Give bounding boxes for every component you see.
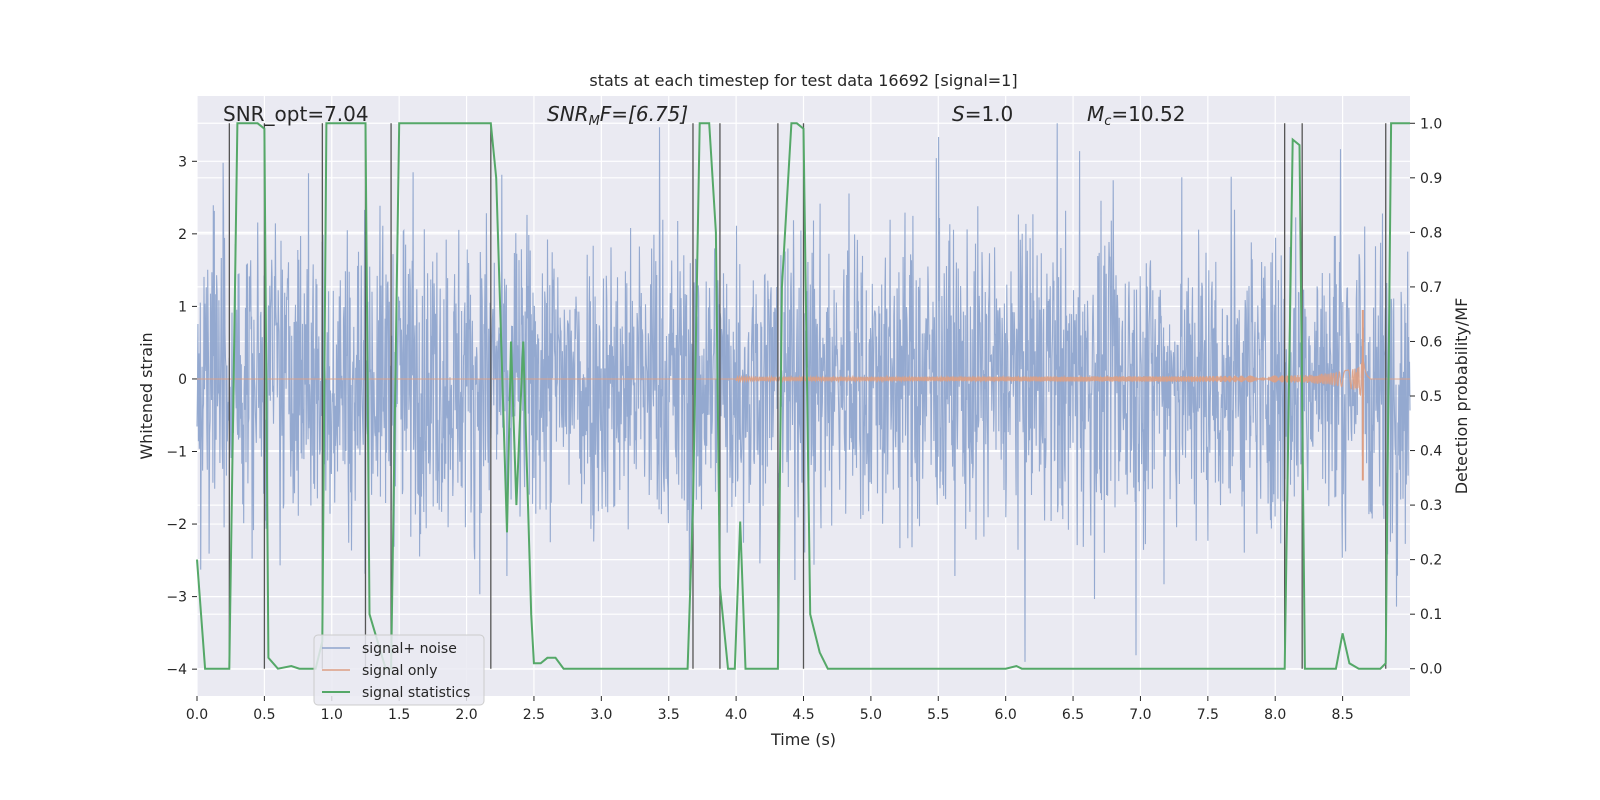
y-left-tick-label: −1	[166, 445, 187, 461]
x-axis-label: Time (s)	[770, 730, 836, 749]
y-right-tick-label: 0.2	[1420, 553, 1442, 569]
y-left-tick-label: −2	[166, 517, 187, 533]
y-right-tick-label: 0.3	[1420, 498, 1442, 514]
annotation-s: S=1.0	[952, 102, 1013, 126]
annotation-mc: Mc=10.52	[1087, 102, 1185, 129]
legend-label-noise: signal+ noise	[362, 641, 457, 657]
y-right-tick-label: 0.1	[1420, 607, 1442, 623]
y-right-tick-label: 0.8	[1420, 225, 1442, 241]
x-tick-label: 3.0	[590, 707, 612, 723]
chart-title: stats at each timestep for test data 166…	[589, 71, 1017, 90]
y-left-tick-label: 2	[178, 227, 187, 243]
y-left-tick-label: −3	[166, 590, 187, 606]
x-tick-label: 5.5	[927, 707, 949, 723]
axis-ticks: 0.0 0.5 1.0 1.5 2.0 2.5 3.0 3.5 4.0 4.5 5.0 5.5 6.0 6…	[166, 116, 1442, 723]
x-tick-label: 5.0	[860, 707, 882, 723]
legend-label-stats: signal statistics	[362, 685, 470, 701]
y-axis-label-right: Detection probability/MF	[1452, 298, 1471, 495]
x-tick-label: 3.5	[658, 707, 680, 723]
y-left-tick-label: 3	[178, 154, 187, 170]
y-right-tick-label: 1.0	[1420, 116, 1442, 132]
y-right-tick-label: 0.0	[1420, 662, 1442, 678]
x-tick-label: 7.0	[1129, 707, 1151, 723]
x-tick-label: 2.5	[523, 707, 545, 723]
y-right-tick-label: 0.7	[1420, 280, 1442, 296]
x-tick-label: 6.0	[995, 707, 1017, 723]
x-tick-label: 4.5	[792, 707, 814, 723]
x-tick-label: 8.0	[1264, 707, 1286, 723]
y-axis-label-left: Whitened strain	[137, 332, 156, 459]
annotation-snr-mf: SNRMF=[6.75]	[547, 102, 688, 129]
x-tick-label: 1.5	[388, 707, 410, 723]
y-right-tick-label: 0.4	[1420, 444, 1442, 460]
y-right-tick-label: 0.5	[1420, 389, 1442, 405]
y-right-tick-label: 0.9	[1420, 171, 1442, 187]
x-tick-label: 2.0	[455, 707, 477, 723]
y-left-tick-label: −4	[166, 662, 187, 678]
x-tick-label: 8.5	[1331, 707, 1353, 723]
y-left-tick-label: 0	[178, 372, 187, 388]
x-tick-label: 1.0	[321, 707, 343, 723]
legend-label-signal: signal only	[362, 663, 437, 679]
x-tick-label: 0.5	[253, 707, 275, 723]
x-tick-label: 7.5	[1197, 707, 1219, 723]
legend: signal+ noise signal only signal statist…	[313, 634, 485, 706]
x-tick-label: 4.0	[725, 707, 747, 723]
x-tick-label: 0.0	[186, 707, 208, 723]
y-right-tick-label: 0.6	[1420, 334, 1442, 350]
annotation-snr-opt: SNR_opt=7.04	[223, 102, 369, 126]
legend-box	[313, 634, 485, 706]
x-tick-label: 6.5	[1062, 707, 1084, 723]
y-left-tick-label: 1	[178, 299, 187, 315]
